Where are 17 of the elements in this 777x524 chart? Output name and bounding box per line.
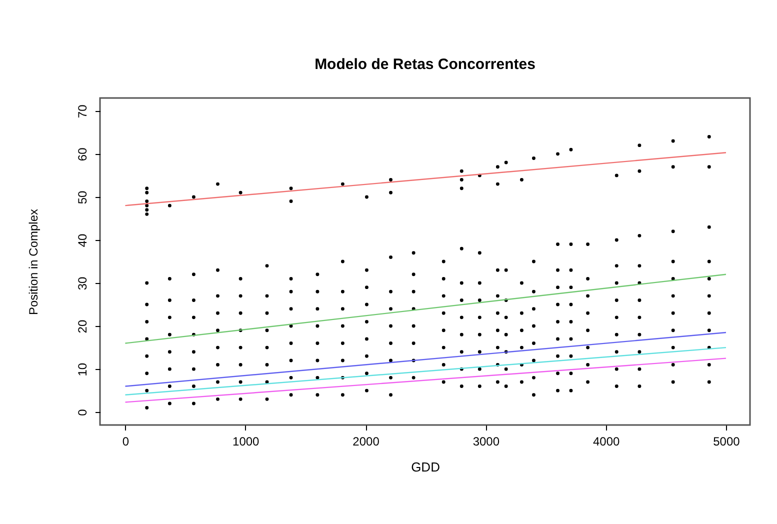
x-tick-label: 5000 <box>713 434 740 448</box>
y-tick-label: 20 <box>76 320 90 334</box>
y-tick-label: 30 <box>76 276 90 290</box>
y-tick-label: 50 <box>76 190 90 204</box>
x-tick-label: 4000 <box>592 434 620 448</box>
x-tick-label: 1000 <box>232 434 260 448</box>
y-tick-label: 70 <box>76 104 90 118</box>
y-tick-label: 0 <box>76 408 90 416</box>
chart-title: Modelo de Retas Concorrentes <box>314 56 536 73</box>
x-tick-label: 3000 <box>472 434 500 448</box>
y-tick-label: 60 <box>76 147 90 162</box>
x-tick-label: 0 <box>122 434 130 448</box>
y-axis-title: Position in Complex <box>26 208 40 316</box>
y-tick-label: 40 <box>76 233 90 248</box>
x-tick-label: 2000 <box>352 434 380 448</box>
y-tick-label: 10 <box>76 362 90 376</box>
x-axis-title: GDD <box>411 460 440 474</box>
